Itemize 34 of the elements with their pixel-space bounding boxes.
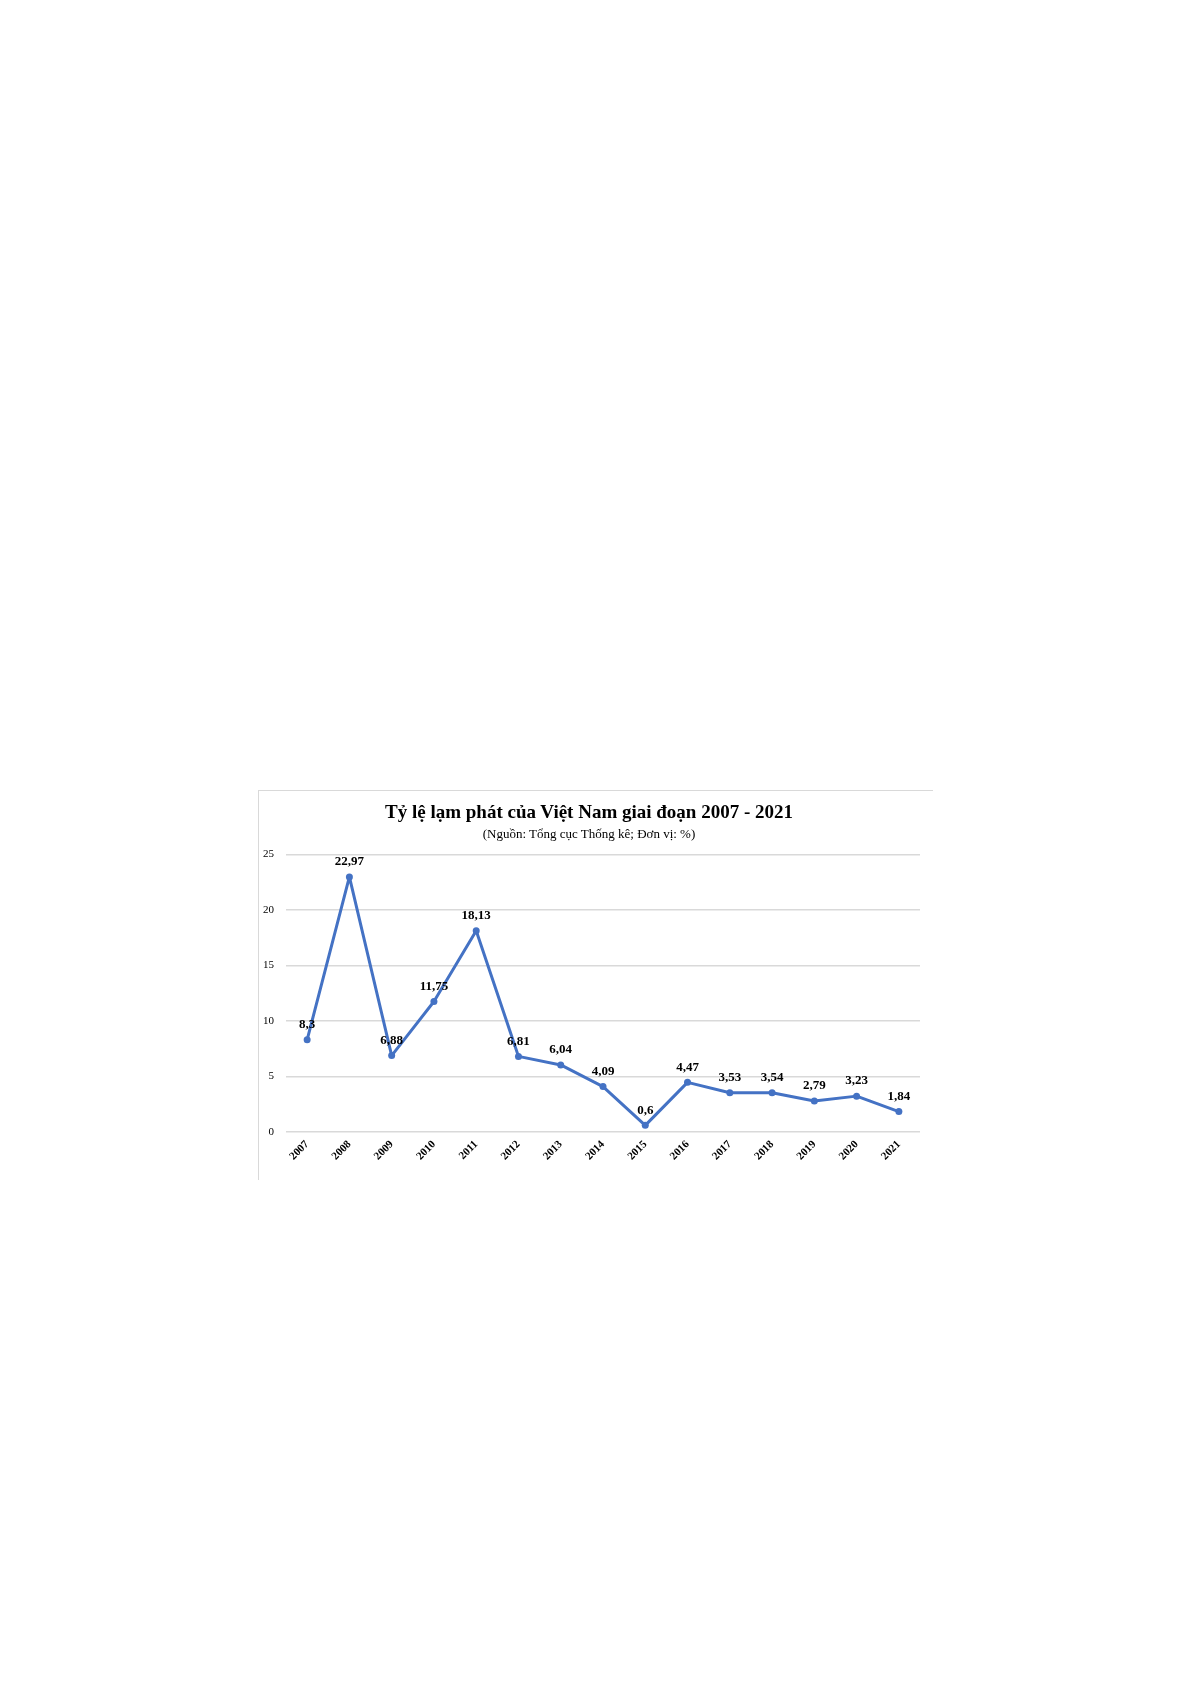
point (768, 1089, 776, 1097)
point (684, 1078, 692, 1086)
data-label: 22,97 (334, 853, 365, 869)
data-label: 3,23 (845, 1072, 869, 1088)
data-label: 2,79 (802, 1077, 827, 1093)
y-tick-label: 0 (268, 1124, 275, 1137)
point (726, 1089, 734, 1097)
y-tick-label: 10 (263, 1013, 275, 1026)
y-tick-label: 25 (263, 847, 275, 860)
point (810, 1097, 818, 1105)
y-tick-label: 20 (263, 902, 275, 915)
y-tick-label: 15 (263, 958, 275, 971)
point (641, 1121, 649, 1129)
point (472, 927, 480, 935)
y-tick-label: 5 (268, 1069, 275, 1082)
data-label: 4,09 (591, 1062, 615, 1078)
data-label: 18,13 (461, 907, 492, 923)
data-label: 0,6 (637, 1101, 654, 1117)
data-label: 4,47 (676, 1058, 700, 1074)
point (557, 1061, 565, 1069)
point (514, 1052, 522, 1060)
point (345, 873, 353, 881)
point (430, 998, 438, 1006)
chart-title: Tỷ lệ lạm phát của Việt Nam giai đoạn 2007 - 2021 (385, 801, 793, 823)
data-label: 3,54 (760, 1069, 784, 1085)
point (853, 1092, 861, 1100)
point (895, 1108, 903, 1116)
data-label: 1,84 (887, 1087, 911, 1103)
point (388, 1052, 396, 1060)
chart-subtitle: (Nguồn: Tổng cục Thống kê; Đơn vị: %) (482, 826, 696, 842)
data-label: 3,53 (718, 1069, 742, 1085)
data-label: 6,04 (549, 1041, 573, 1057)
point (303, 1036, 311, 1044)
point (599, 1083, 607, 1091)
